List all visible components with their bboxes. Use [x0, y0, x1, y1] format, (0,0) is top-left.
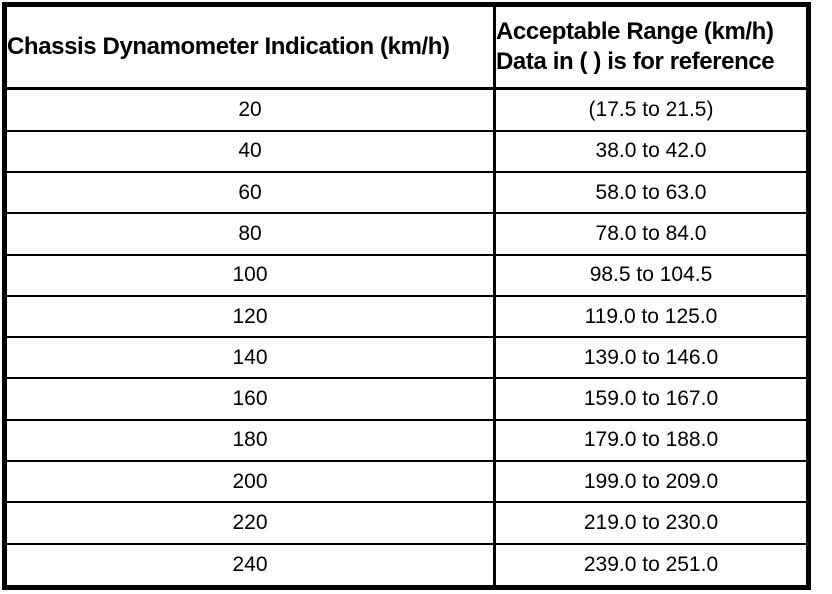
indication-cell: 160 [3, 377, 496, 421]
indication-cell: 60 [3, 170, 496, 215]
indication-cell: 140 [3, 336, 496, 380]
indication-cell: 100 [3, 253, 496, 297]
table-row: 240 239.0 to 251.0 [3, 542, 810, 589]
table-row: 160 159.0 to 167.0 [3, 377, 810, 421]
table-row: 220 219.0 to 230.0 [3, 501, 810, 545]
range-cell: 159.0 to 167.0 [493, 377, 810, 421]
range-cell: 78.0 to 84.0 [493, 212, 810, 256]
header-row: Chassis Dynamometer Indication (km/h) Ac… [3, 3, 810, 90]
table-row: 200 199.0 to 209.0 [3, 460, 810, 504]
header-acceptable-range: Acceptable Range (km/h) Data in ( ) is f… [493, 3, 810, 90]
range-cell: 179.0 to 188.0 [493, 418, 810, 463]
indication-cell: 40 [3, 129, 496, 173]
table-row: 20 (17.5 to 21.5) [3, 87, 810, 132]
indication-cell: 80 [3, 212, 496, 256]
table-body: 20 (17.5 to 21.5) 40 38.0 to 42.0 60 58.… [3, 87, 810, 589]
indication-cell: 240 [3, 542, 496, 589]
indication-cell: 20 [3, 87, 496, 132]
range-cell: 219.0 to 230.0 [493, 501, 810, 545]
table-row: 140 139.0 to 146.0 [3, 336, 810, 380]
range-cell: 119.0 to 125.0 [493, 294, 810, 339]
range-cell: 239.0 to 251.0 [493, 542, 810, 589]
table-row: 40 38.0 to 42.0 [3, 129, 810, 173]
table-row: 60 58.0 to 63.0 [3, 170, 810, 215]
indication-cell: 200 [3, 460, 496, 504]
chassis-dynamometer-check-table: Chassis Dynamometer Indication (km/h) Ac… [2, 2, 811, 590]
header-acceptable-range-line1: Acceptable Range (km/h) [496, 18, 774, 45]
table-row: 100 98.5 to 104.5 [3, 253, 810, 297]
indication-cell: 180 [3, 418, 496, 463]
table-header: Chassis Dynamometer Indication (km/h) Ac… [3, 3, 810, 90]
header-acceptable-range-line2: Data in ( ) is for reference [496, 48, 775, 75]
table-row: 120 119.0 to 125.0 [3, 294, 810, 339]
table-row: 180 179.0 to 188.0 [3, 418, 810, 463]
range-cell: (17.5 to 21.5) [493, 87, 810, 132]
range-cell: 58.0 to 63.0 [493, 170, 810, 215]
range-cell: 38.0 to 42.0 [493, 129, 810, 173]
range-cell: 98.5 to 104.5 [493, 253, 810, 297]
indication-cell: 220 [3, 501, 496, 545]
range-cell: 199.0 to 209.0 [493, 460, 810, 504]
range-cell: 139.0 to 146.0 [493, 336, 810, 380]
header-chassis-dynamometer-indication: Chassis Dynamometer Indication (km/h) [3, 3, 496, 90]
indication-cell: 120 [3, 294, 496, 339]
table-row: 80 78.0 to 84.0 [3, 212, 810, 256]
